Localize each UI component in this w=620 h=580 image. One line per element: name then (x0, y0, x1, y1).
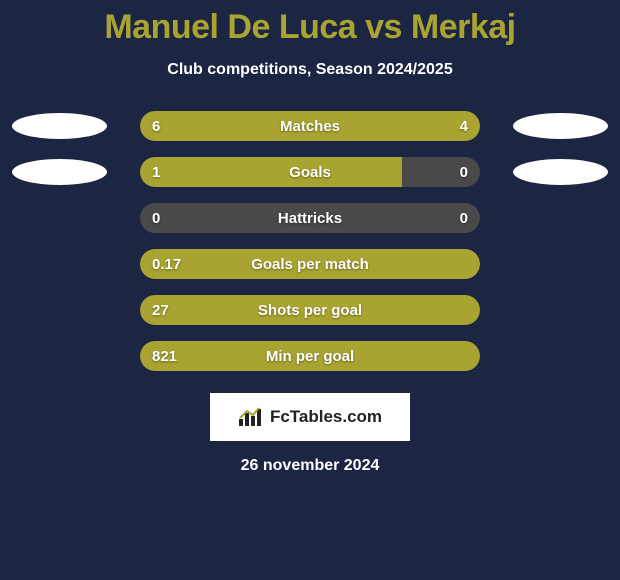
stat-label: Hattricks (140, 210, 480, 227)
stat-row: 00Hattricks (0, 195, 620, 241)
brand-badge: FcTables.com (210, 393, 410, 441)
stat-label: Shots per goal (140, 302, 480, 319)
stat-row: 10Goals (0, 149, 620, 195)
stat-rows: 64Matches10Goals00Hattricks0.17Goals per… (0, 103, 620, 379)
stat-label: Goals (140, 164, 480, 181)
stat-row: 0.17Goals per match (0, 241, 620, 287)
stat-row: 27Shots per goal (0, 287, 620, 333)
brand-chart-icon (238, 407, 264, 427)
stat-row: 64Matches (0, 103, 620, 149)
comparison-card: Manuel De Luca vs Merkaj Club competitio… (0, 0, 620, 580)
date-text: 26 november 2024 (0, 457, 620, 475)
stat-label: Goals per match (140, 256, 480, 273)
player-badge-left (12, 113, 107, 139)
stat-label: Matches (140, 118, 480, 135)
subtitle: Club competitions, Season 2024/2025 (0, 61, 620, 79)
stat-label: Min per goal (140, 348, 480, 365)
player-badge-right (513, 113, 608, 139)
player-badge-left (12, 159, 107, 185)
brand-text: FcTables.com (270, 407, 382, 427)
page-title: Manuel De Luca vs Merkaj (0, 0, 620, 47)
player-badge-right (513, 159, 608, 185)
stat-row: 821Min per goal (0, 333, 620, 379)
